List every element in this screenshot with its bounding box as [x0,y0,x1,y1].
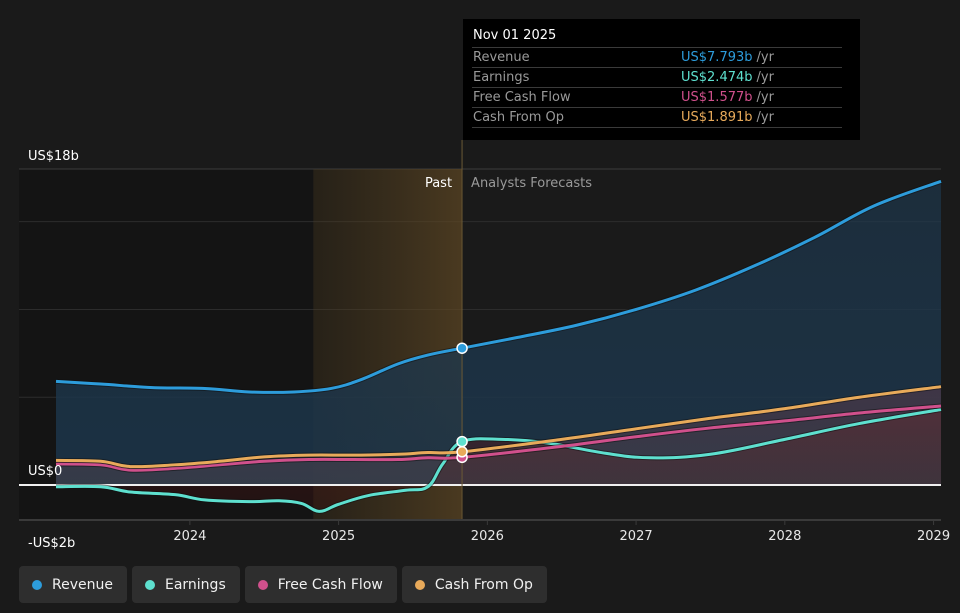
tooltip-row-cash-from-op: Cash From Op US$1.891b /yr [472,107,842,128]
tooltip-unit: /yr [756,50,774,65]
forecast-label: Analysts Forecasts [471,176,592,191]
legend-dot-icon [144,579,155,590]
line-free-cash-flow [55,404,942,472]
tooltip-value: US$2.474b [681,70,753,85]
y-axis-labels: US$18b US$0 -US$2b [28,149,79,551]
legend-label: Cash From Op [434,576,533,593]
tooltip-label: Free Cash Flow [473,90,571,105]
legend-label: Earnings [164,576,226,593]
series-lines [55,178,942,514]
x-tick-label: 2029 [917,529,950,544]
x-tick-label: 2027 [620,529,653,544]
tooltip: Nov 01 2025 Revenue US$7.793b /yr Earnin… [463,19,860,140]
marker-cash-from-op[interactable] [456,446,468,458]
y-tick-label: -US$2b [28,536,75,551]
legend-label: Free Cash Flow [277,576,383,593]
series-markers [456,342,468,464]
x-tick-label: 2028 [768,529,801,544]
tooltip-unit: /yr [756,70,774,85]
tooltip-unit: /yr [756,110,774,125]
line-cash-from-op [55,385,942,469]
legend-label: Revenue [52,576,113,593]
legend-dot-icon [32,579,42,590]
legend-dot-icon [414,579,425,590]
tooltip-date: Nov 01 2025 [473,28,557,43]
x-tick-label: 2025 [322,529,355,544]
tooltip-unit: /yr [756,90,774,105]
legend-item-cash-from-op[interactable]: Cash From Op [401,566,547,603]
line-revenue [55,179,942,394]
tooltip-row-revenue: Revenue US$7.793b /yr [472,47,842,67]
legend-dot-icon [257,579,268,590]
legend-item-revenue[interactable]: Revenue [19,566,127,603]
marker-earnings[interactable] [456,435,468,448]
tooltip-row-free-cash-flow: Free Cash Flow US$1.577b /yr [472,87,842,107]
y-tick-label: US$18b [28,149,79,164]
legend-item-free-cash-flow[interactable]: Free Cash Flow [244,566,397,603]
legend: Revenue Earnings Free Cash Flow Cash Fro… [19,566,547,603]
legend-item-earnings[interactable]: Earnings [131,566,240,603]
x-tick-label: 2024 [173,529,206,544]
tooltip-value: US$7.793b [681,50,753,65]
x-tick-label: 2026 [471,529,504,544]
tooltip-value: US$1.577b [681,90,753,105]
y-tick-label: US$0 [28,464,62,479]
area-revenue [56,181,941,486]
tooltip-row-earnings: Earnings US$2.474b /yr [472,67,842,87]
tooltip-label: Cash From Op [473,110,565,125]
tooltip-label: Revenue [473,50,530,65]
marker-revenue[interactable] [456,342,468,354]
past-label: Past [425,176,452,191]
tooltip-label: Earnings [473,70,530,85]
tooltip-value: US$1.891b [681,110,753,125]
line-earnings [55,408,942,513]
x-axis-ticks: 2024 2025 2026 2027 2028 2029 [173,520,950,544]
